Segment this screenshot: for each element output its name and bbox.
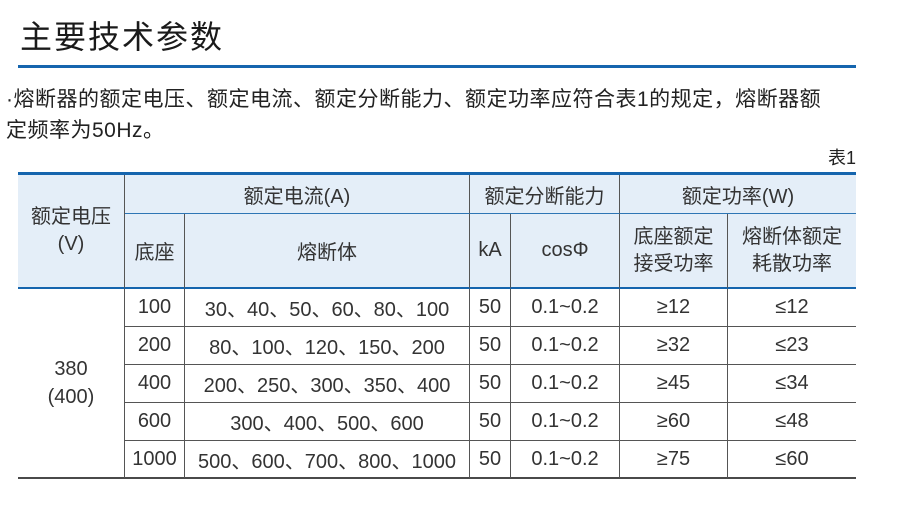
table-row: 380 (400) 100 30、40、50、60、80、100 50 0.1~…	[18, 289, 857, 479]
base-current-cell: 1000	[125, 441, 185, 479]
header-breaking-capacity-group: 额定分断能力	[470, 175, 621, 214]
header-cos-phi: cosΦ	[511, 214, 621, 289]
header-ka: kA	[470, 214, 512, 289]
voltage-value-line2: (400)	[47, 386, 95, 408]
table-row: 200 80、100、120、150、200 50 0.1~0.2 ≥32 ≤2…	[18, 327, 857, 365]
fuse-link-current-cell: 200、250、300、350、400	[185, 365, 471, 403]
header-rated-current-group: 额定电流(A)	[125, 175, 471, 214]
base-current-cell: 200	[125, 327, 185, 365]
header-base-accepted-power: 底座额定 接受功率	[620, 214, 729, 289]
ka-cell: 50	[470, 441, 512, 479]
spec-table-header: 额定电压 (V) 额定电流(A) 额定分断能力 额定功率(W) 底座 熔断体 k…	[18, 175, 857, 289]
header-base: 底座	[125, 214, 185, 289]
dissipated-power-cell: ≤60	[728, 441, 857, 479]
intro-line-2: 定频率为50Hz。	[6, 119, 165, 142]
table-row: 1000 500、600、700、800、1000 50 0.1~0.2 ≥75…	[18, 441, 857, 479]
header-rated-voltage-line2: (V)	[57, 233, 85, 255]
voltage-value-cell: 380 (400)	[18, 289, 125, 479]
accepted-power-cell: ≥45	[620, 365, 729, 403]
header-link-dissipated-power-line1: 熔断体额定	[742, 225, 843, 248]
header-base-accepted-power-line1: 底座额定	[633, 225, 714, 248]
table-row: 400 200、250、300、350、400 50 0.1~0.2 ≥45 ≤…	[18, 365, 857, 403]
fuse-link-current-cell: 300、400、500、600	[185, 403, 471, 441]
cos-phi-cell: 0.1~0.2	[511, 327, 621, 365]
intro-line-1: ·熔断器的额定电压、额定电流、额定分断能力、额定功率应符合表1的规定，熔断器额	[6, 88, 822, 111]
fuse-link-current-cell: 30、40、50、60、80、100	[185, 289, 471, 327]
header-link-dissipated-power: 熔断体额定 耗散功率	[728, 214, 857, 289]
ka-cell: 50	[470, 289, 512, 327]
dissipated-power-cell: ≤23	[728, 327, 857, 365]
cos-phi-cell: 0.1~0.2	[511, 403, 621, 441]
base-current-cell: 600	[125, 403, 185, 441]
header-base-accepted-power-line2: 接受功率	[633, 252, 714, 275]
accepted-power-cell: ≥12	[620, 289, 729, 327]
header-row-subcolumns: 底座 熔断体 kA cosΦ 底座额定 接受功率 熔断体额定 耗散功率	[18, 214, 857, 289]
cos-phi-cell: 0.1~0.2	[511, 365, 621, 403]
accepted-power-cell: ≥60	[620, 403, 729, 441]
table-row: 600 300、400、500、600 50 0.1~0.2 ≥60 ≤48	[18, 403, 857, 441]
dissipated-power-cell: ≤34	[728, 365, 857, 403]
dissipated-power-cell: ≤12	[728, 289, 857, 327]
base-current-cell: 400	[125, 365, 185, 403]
base-current-cell: 100	[125, 289, 185, 327]
header-rated-voltage-line1: 额定电压	[31, 206, 111, 228]
fuse-link-current-cell: 500、600、700、800、1000	[185, 441, 471, 479]
dissipated-power-cell: ≤48	[728, 403, 857, 441]
header-row-groups: 额定电压 (V) 额定电流(A) 额定分断能力 额定功率(W)	[18, 175, 857, 289]
title-divider	[18, 65, 856, 68]
accepted-power-cell: ≥32	[620, 327, 729, 365]
document-page: 主要技术参数 ·熔断器的额定电压、额定电流、额定分断能力、额定功率应符合表1的规…	[0, 18, 900, 508]
voltage-value-line1: 380	[54, 358, 88, 380]
header-rated-voltage: 额定电压 (V)	[18, 175, 125, 289]
intro-paragraph: ·熔断器的额定电压、额定电流、额定分断能力、额定功率应符合表1的规定，熔断器额定…	[6, 84, 856, 146]
page-title: 主要技术参数	[20, 19, 225, 55]
ka-cell: 50	[470, 403, 512, 441]
cos-phi-cell: 0.1~0.2	[511, 289, 621, 327]
header-rated-power-group: 额定功率(W)	[620, 175, 857, 214]
header-fuse-link: 熔断体	[185, 214, 471, 289]
ka-cell: 50	[470, 327, 512, 365]
fuse-link-current-cell: 80、100、120、150、200	[185, 327, 471, 365]
header-link-dissipated-power-line2: 耗散功率	[752, 252, 833, 275]
table-caption: 表1	[827, 148, 856, 168]
cos-phi-cell: 0.1~0.2	[511, 441, 621, 479]
ka-cell: 50	[470, 365, 512, 403]
spec-table-body: 380 (400) 100 30、40、50、60、80、100 50 0.1~…	[18, 289, 857, 479]
accepted-power-cell: ≥75	[620, 441, 729, 479]
spec-table: 额定电压 (V) 额定电流(A) 额定分断能力 额定功率(W) 底座 熔断体 k…	[18, 172, 857, 479]
